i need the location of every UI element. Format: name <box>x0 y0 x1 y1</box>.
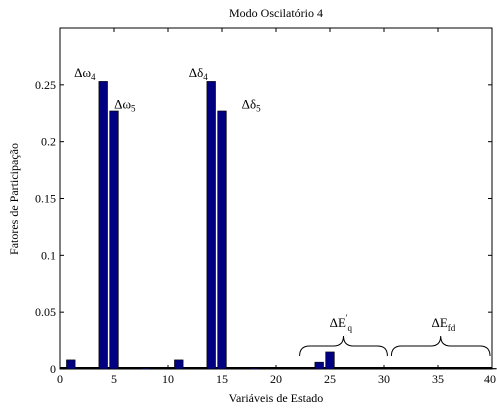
bar <box>282 368 292 370</box>
bar <box>314 361 324 370</box>
bar-annotation: Δω4 <box>74 65 96 82</box>
bar <box>228 368 238 370</box>
bar <box>98 81 108 370</box>
y-tick-label: 0.1 <box>41 248 56 262</box>
y-tick-label: 0.2 <box>41 135 56 149</box>
bar <box>260 368 270 370</box>
bar <box>271 368 281 370</box>
y-axis-label: Fatores de Participação <box>7 143 21 255</box>
bar-annotation: Δω5 <box>114 97 136 114</box>
bar <box>379 368 389 370</box>
x-tick-label: 0 <box>57 372 63 386</box>
bar <box>487 368 497 370</box>
bar <box>141 367 152 370</box>
bar <box>195 368 206 370</box>
x-tick-label: 35 <box>432 372 444 386</box>
y-axis-ticks: 0 0.05 0.1 0.15 0.2 0.25 <box>35 78 492 376</box>
chart-title: Modo Oscilatório 4 <box>229 6 323 20</box>
bar <box>325 351 335 370</box>
bar-annotation: Δδ4 <box>189 65 209 82</box>
brace-label: ΔE'q <box>330 313 353 333</box>
bar-annotations: Δω4 Δω5 Δδ4 Δδ5 <box>74 65 261 114</box>
x-tick-label: 20 <box>270 372 282 386</box>
x-tick-label: 10 <box>162 372 174 386</box>
x-tick-label: 40 <box>484 372 496 386</box>
x-axis-label: Variáveis de Estado <box>229 391 324 405</box>
brace-label: ΔEfd <box>431 315 455 333</box>
bar <box>444 368 454 370</box>
bar <box>303 368 314 370</box>
bar-annotation: Δδ5 <box>242 97 262 114</box>
bars <box>66 81 497 370</box>
curly-brace <box>299 335 388 357</box>
bar <box>422 368 432 370</box>
bar <box>390 368 400 370</box>
plot-area <box>59 27 493 370</box>
x-axis-ticks: 0 5 10 15 20 25 30 35 40 <box>57 28 496 386</box>
bar <box>66 359 76 370</box>
bar <box>454 368 465 370</box>
bar <box>109 110 119 370</box>
bar <box>163 368 173 370</box>
x-tick-label: 5 <box>111 372 117 386</box>
x-tick-label: 15 <box>216 372 228 386</box>
bar <box>357 368 368 370</box>
curly-brace <box>390 335 491 357</box>
bar <box>411 368 422 370</box>
bar <box>76 368 87 370</box>
bar <box>433 368 443 370</box>
bar <box>292 368 303 370</box>
bar <box>217 110 227 370</box>
bar <box>87 368 98 370</box>
bar <box>120 368 130 370</box>
bar <box>130 368 141 370</box>
bar <box>152 368 162 370</box>
bar <box>346 368 357 370</box>
x-tick-label: 25 <box>324 372 336 386</box>
bar <box>336 368 346 370</box>
bar <box>465 368 476 370</box>
bar <box>368 368 378 370</box>
bar <box>400 368 411 370</box>
bar <box>174 359 184 370</box>
y-tick-label: 0.05 <box>35 305 56 319</box>
y-tick-label: 0.15 <box>35 192 56 206</box>
bar <box>476 368 486 370</box>
bar <box>249 367 260 370</box>
y-tick-label: 0.25 <box>35 78 56 92</box>
bar <box>206 81 216 370</box>
y-tick-label: 0 <box>50 362 56 376</box>
x-tick-label: 30 <box>378 372 390 386</box>
bar <box>238 368 249 370</box>
bar <box>184 368 195 370</box>
group-braces: ΔE'q ΔEfd <box>299 313 491 357</box>
